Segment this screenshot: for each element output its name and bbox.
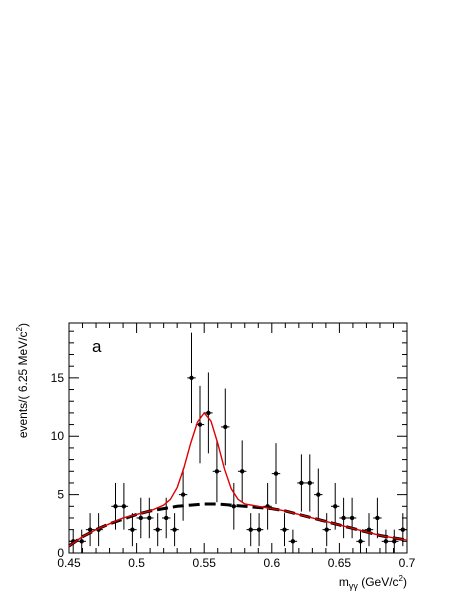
data-marker: [383, 539, 389, 544]
total-fit-curve: [68, 411, 408, 547]
data-point: [288, 529, 298, 553]
y-tick-label: 5: [57, 488, 64, 502]
data-marker: [206, 410, 211, 416]
data-marker: [375, 515, 380, 521]
data-marker: [214, 469, 220, 474]
axis-ticks: 0.45 0.5 0.55 0.6 0.65 0.7 0 5 10 15: [51, 323, 416, 570]
data-point: [187, 332, 196, 424]
x-tick-label: 0.6: [263, 556, 280, 570]
data-point: [364, 513, 374, 547]
data-point: [145, 497, 154, 539]
x-tick-label: 0.7: [399, 556, 416, 570]
data-point: [297, 454, 306, 512]
data-point: [221, 388, 230, 466]
data-point: [161, 497, 171, 539]
data-marker: [223, 424, 228, 430]
data-marker: [180, 492, 186, 497]
data-point: [153, 513, 162, 547]
data-marker: [400, 527, 406, 532]
data-marker: [307, 480, 312, 486]
fit-curves: [68, 411, 408, 548]
data-point: [119, 482, 129, 530]
data-point: [178, 468, 188, 521]
data-point: [237, 440, 247, 503]
data-marker: [273, 471, 279, 476]
data-marker: [155, 527, 160, 532]
y-tick-label: 0: [57, 546, 64, 560]
background-fit-curve: [68, 502, 408, 548]
data-point: [204, 372, 213, 454]
data-point: [373, 497, 382, 539]
data-marker: [349, 515, 355, 521]
data-marker: [113, 504, 118, 509]
x-tick-label: 0.45: [57, 556, 81, 570]
data-point: [347, 497, 357, 539]
data-point: [305, 454, 315, 512]
data-point: [136, 497, 146, 539]
data-marker: [121, 504, 127, 509]
data-point: [339, 497, 348, 539]
data-marker: [130, 527, 135, 532]
y-axis-title: events/( 6.25 MeV/c2): [15, 323, 30, 438]
data-point: [390, 529, 399, 553]
data-marker: [197, 422, 203, 427]
data-point: [263, 482, 272, 530]
data-marker: [358, 539, 363, 544]
data-marker: [231, 504, 237, 509]
data-marker: [172, 527, 177, 532]
data-marker: [164, 515, 169, 521]
data-marker: [333, 504, 338, 509]
data-marker: [189, 375, 194, 381]
data-point: [246, 513, 255, 547]
data-marker: [392, 539, 397, 544]
data-point: [128, 513, 137, 547]
data-point: [280, 513, 289, 547]
data-marker: [282, 527, 287, 532]
data-marker: [316, 492, 321, 497]
x-axis-title: mγγ (GeV/c2): [339, 574, 407, 591]
data-point: [85, 513, 95, 547]
data-marker: [299, 480, 304, 486]
data-point: [330, 482, 340, 530]
data-point: [170, 513, 179, 547]
data-point: [381, 529, 391, 553]
data-point: [314, 468, 323, 521]
data-marker: [256, 527, 262, 532]
plot-area-border: [68, 322, 408, 554]
axis-labels: a mγγ (GeV/c2) events/( 6.25 MeV/c2): [15, 323, 407, 591]
x-tick-label: 0.5: [128, 556, 145, 570]
x-tick-label: 0.55: [193, 556, 217, 570]
data-point: [271, 443, 281, 505]
x-tick-label: 0.65: [328, 556, 352, 570]
data-point: [77, 529, 86, 553]
data-marker: [341, 515, 346, 521]
data-marker: [248, 527, 253, 532]
data-point: [212, 440, 222, 503]
data-marker: [239, 469, 245, 474]
data-point: [322, 513, 331, 547]
data-marker: [366, 527, 372, 532]
y-tick-label: 10: [51, 429, 65, 443]
data-marker: [79, 539, 84, 544]
data-marker: [324, 527, 329, 532]
data-marker: [138, 515, 143, 521]
panel-label: a: [92, 337, 102, 356]
data-point: [356, 529, 365, 553]
data-marker: [147, 515, 152, 521]
data-marker: [290, 539, 296, 544]
plot-frame: [68, 322, 408, 554]
y-tick-label: 15: [51, 371, 65, 385]
data-point: [254, 513, 264, 547]
